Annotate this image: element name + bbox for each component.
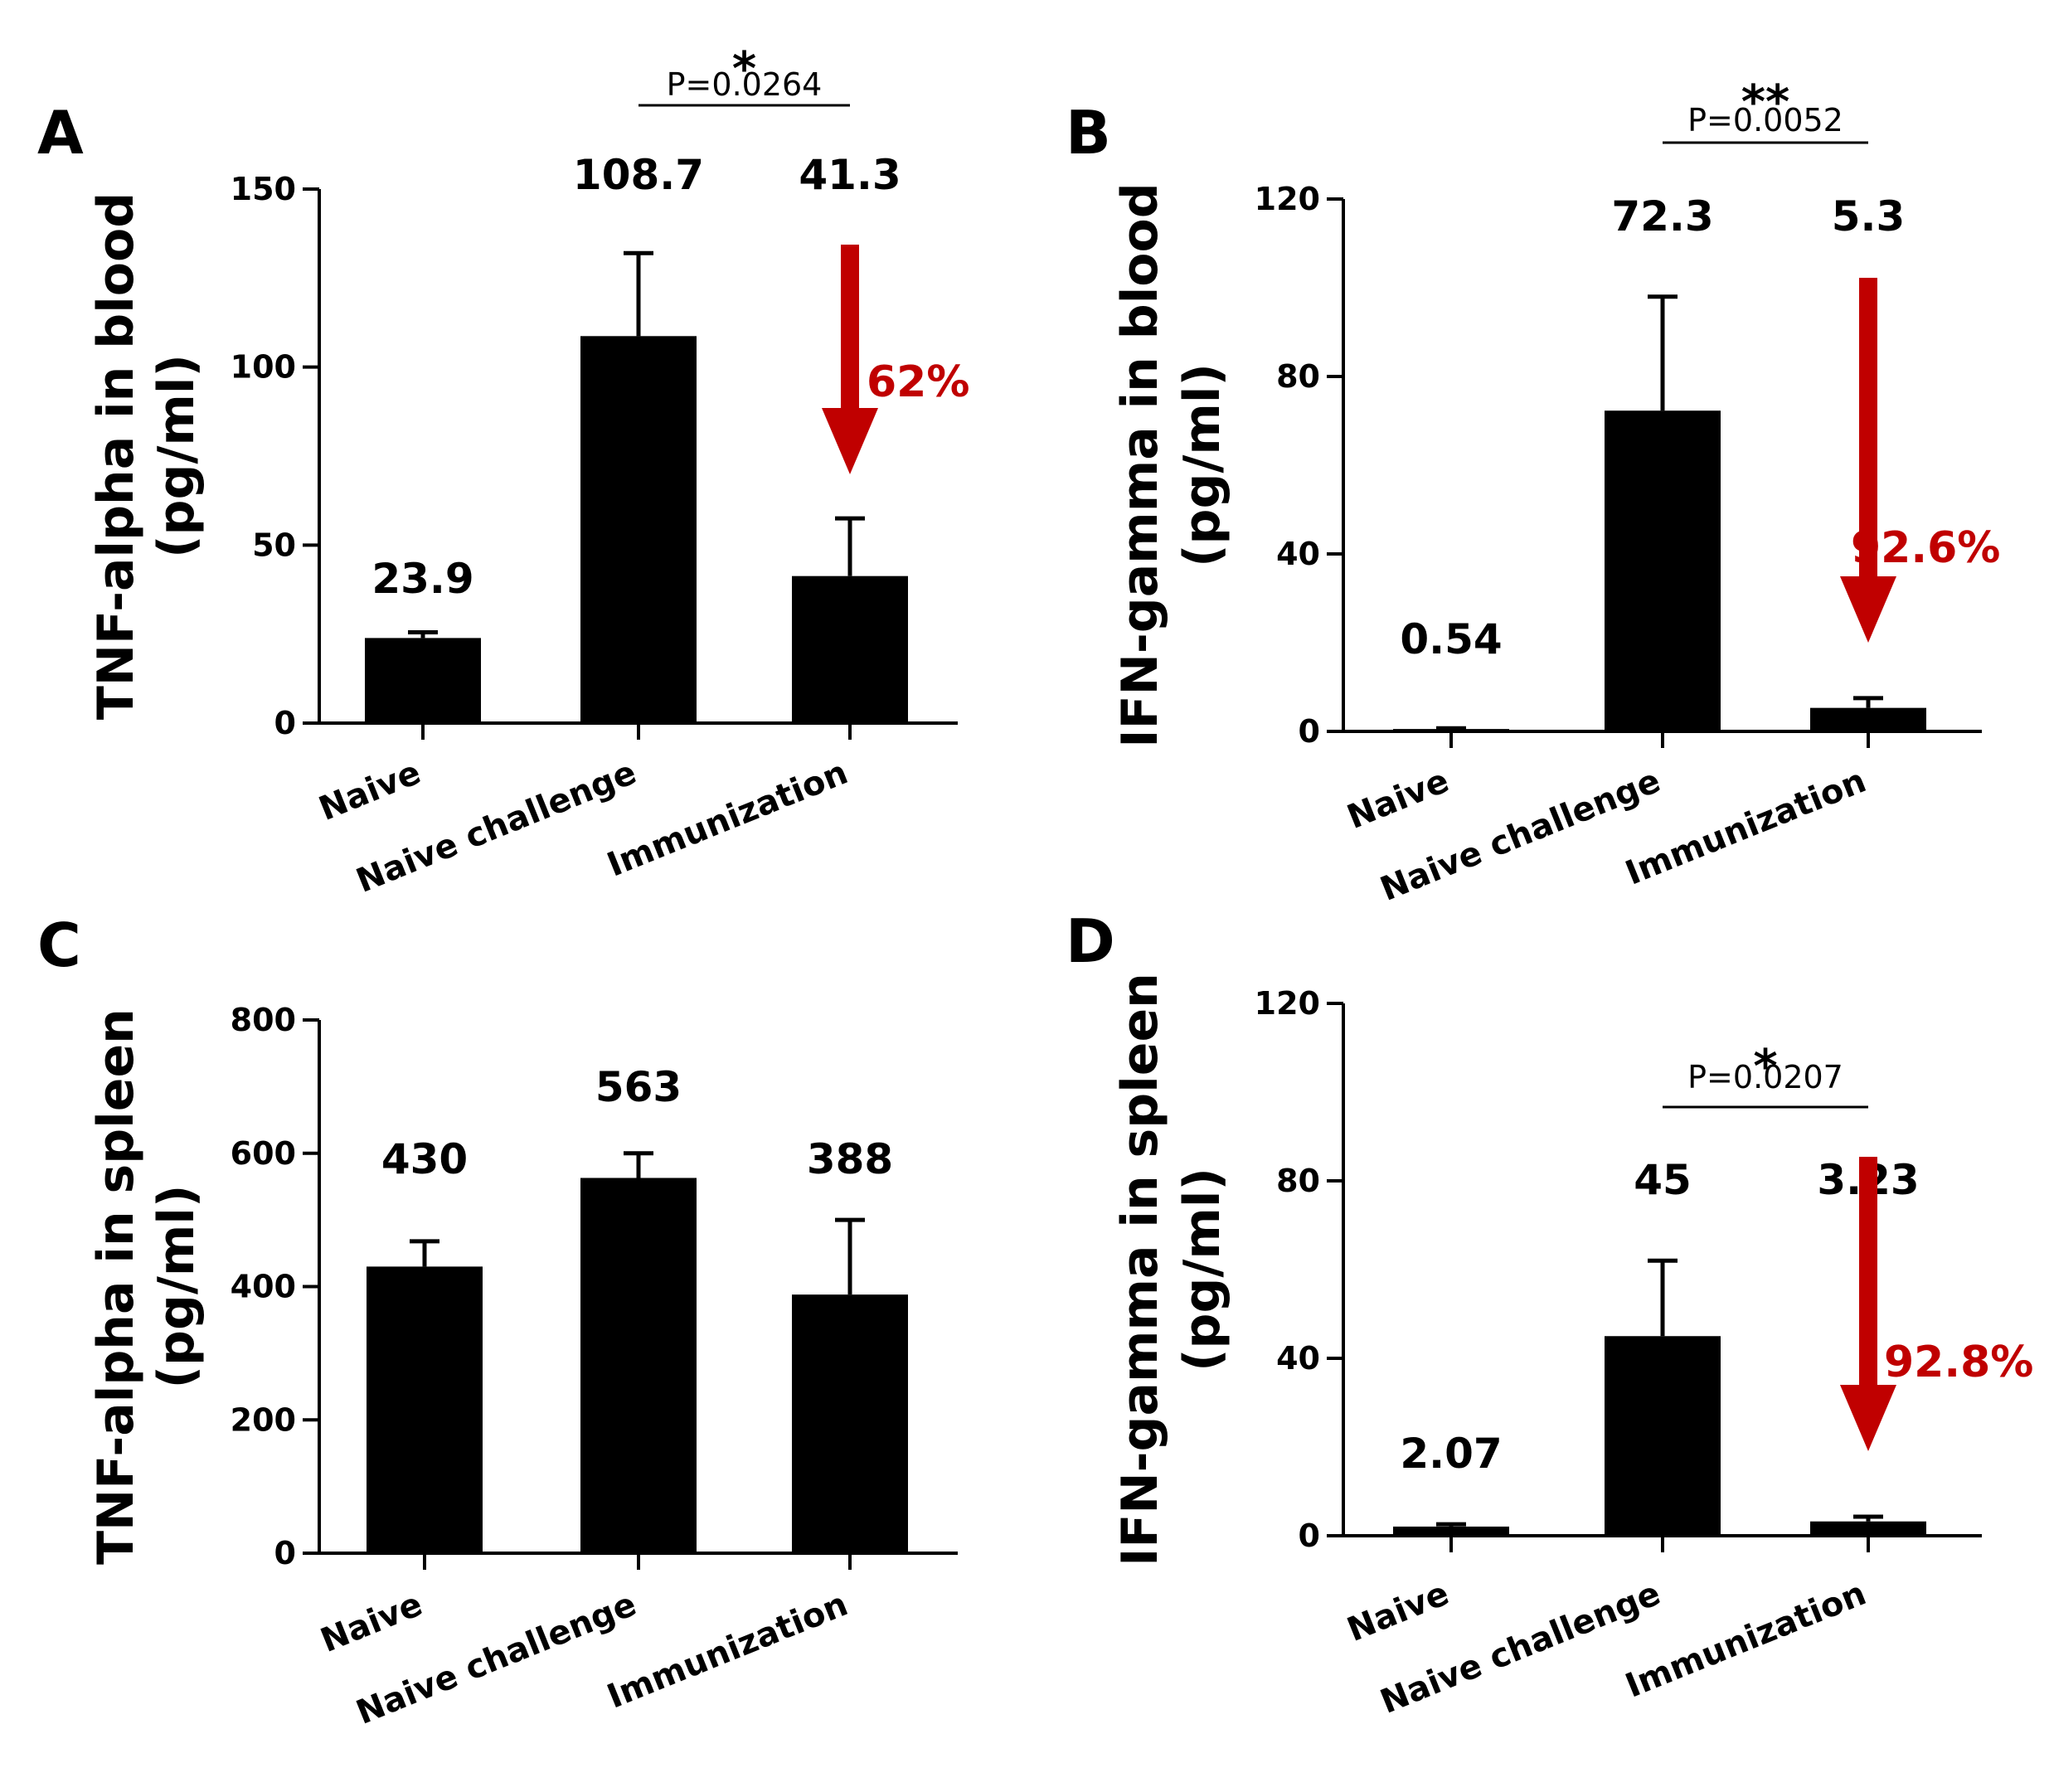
- p-value-label: P=0.0264: [667, 66, 823, 103]
- bar-value-label: 0.54: [1400, 615, 1502, 663]
- bar-value-label: 23.9: [371, 555, 473, 603]
- y-axis-title: TNF-alpha in blood: [87, 192, 145, 720]
- p-value-label: P=0.0052: [1687, 102, 1843, 138]
- p-value-label: P=0.0207: [1687, 1059, 1843, 1095]
- bar: [367, 1266, 483, 1553]
- y-tick-label: 800: [231, 1002, 296, 1038]
- panel-letter: D: [1066, 906, 1115, 976]
- y-axis-unit: (pg/ml): [148, 354, 206, 558]
- y-axis-unit: (pg/ml): [1173, 363, 1231, 567]
- reduction-arrow-shaft: [1859, 1157, 1877, 1386]
- y-tick-label: 0: [1299, 1518, 1320, 1554]
- bar-value-label: 45: [1634, 1156, 1692, 1204]
- bar-value-label: 108.7: [573, 151, 704, 199]
- reduction-arrow-head: [1840, 1385, 1896, 1451]
- panel-letter: A: [37, 98, 84, 168]
- reduction-arrow-shaft: [841, 245, 859, 410]
- y-axis-unit: (pg/ml): [148, 1185, 206, 1389]
- reduction-arrow-shaft: [1859, 278, 1877, 578]
- y-tick-label: 600: [231, 1135, 296, 1172]
- bar-value-label: 563: [595, 1063, 682, 1111]
- significance-stars: *: [732, 42, 756, 96]
- bar: [1810, 707, 1926, 731]
- reduction-percent-label: 92.8%: [1884, 1338, 2033, 1387]
- bar: [792, 1294, 908, 1553]
- reduction-percent-label: 62%: [867, 357, 969, 407]
- y-tick-label: 0: [1299, 713, 1320, 750]
- bar: [580, 1178, 697, 1553]
- bar-value-label: 5.3: [1832, 192, 1906, 240]
- y-tick-label: 400: [231, 1269, 296, 1305]
- y-tick-label: 0: [274, 1535, 296, 1571]
- bar: [1605, 410, 1721, 731]
- significance-stars: *: [1753, 1040, 1777, 1094]
- y-axis-title: IFN-gamma in blood: [1111, 182, 1169, 747]
- bar: [1393, 1526, 1509, 1536]
- bar: [1605, 1336, 1721, 1536]
- y-tick-label: 50: [252, 527, 296, 563]
- bar-value-label: 2.07: [1400, 1430, 1502, 1478]
- bar: [1810, 1521, 1926, 1536]
- y-axis-title: TNF-alpha in spleen: [87, 1008, 145, 1565]
- y-tick-label: 0: [274, 705, 296, 741]
- y-tick-label: 80: [1276, 1163, 1320, 1199]
- bar: [580, 336, 697, 723]
- y-axis-title: IFN-gamma in spleen: [1111, 973, 1169, 1566]
- panel-letter: B: [1066, 98, 1111, 168]
- reduction-percent-label: 92.6%: [1851, 523, 2000, 573]
- y-axis-unit: (pg/ml): [1173, 1168, 1231, 1372]
- y-tick-label: 80: [1276, 358, 1320, 395]
- reduction-arrow-head: [822, 408, 878, 474]
- y-tick-label: 40: [1276, 1340, 1320, 1377]
- panel-letter: C: [37, 911, 81, 980]
- bar-value-label: 72.3: [1611, 192, 1713, 240]
- y-tick-label: 120: [1255, 181, 1320, 217]
- bar-value-label: 430: [381, 1135, 468, 1183]
- y-tick-label: 200: [231, 1401, 296, 1438]
- bar: [365, 638, 481, 723]
- y-tick-label: 40: [1276, 536, 1320, 572]
- reduction-arrow-head: [1840, 576, 1896, 643]
- bar-value-label: 388: [807, 1135, 893, 1183]
- y-tick-label: 150: [231, 171, 296, 207]
- y-tick-label: 100: [231, 349, 296, 386]
- significance-stars: **: [1741, 75, 1790, 129]
- bar-value-label: 41.3: [799, 151, 901, 199]
- y-tick-label: 120: [1255, 985, 1320, 1022]
- bar: [792, 575, 908, 723]
